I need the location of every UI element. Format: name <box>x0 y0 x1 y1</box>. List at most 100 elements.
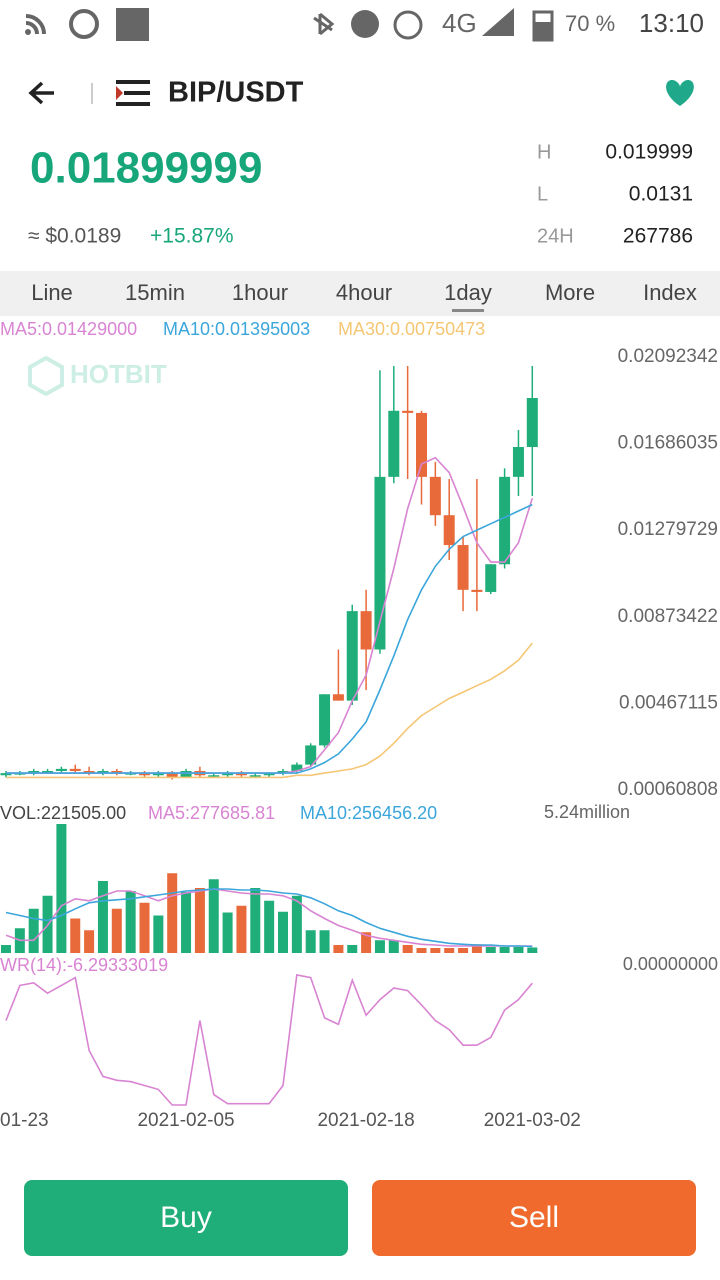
tabs: Line 15min 1hour 4hour 1day More Index <box>31 280 697 312</box>
volume-bar <box>319 930 330 953</box>
buy-label[interactable]: Buy <box>160 1201 212 1234</box>
price-tick-label: 0.01279729 <box>618 519 718 540</box>
volume-bar <box>416 948 427 953</box>
volume-bar <box>167 873 178 953</box>
x-tick-label: 2021-03-02 <box>484 1110 581 1131</box>
volume-ma-line <box>5 888 533 947</box>
volume-bar <box>471 944 482 953</box>
volume-ma-line <box>5 888 533 948</box>
candle-body <box>277 770 289 774</box>
volume-bar <box>444 948 455 953</box>
sell-label[interactable]: Sell <box>509 1201 559 1234</box>
stat-label: H <box>537 141 551 163</box>
candle-body <box>332 694 344 701</box>
volume-bar <box>56 824 67 953</box>
candle-body <box>180 770 192 778</box>
volume-bar <box>28 908 39 953</box>
candle-body <box>388 410 400 477</box>
volume-bar <box>527 947 538 953</box>
watermark: HOTBIT <box>70 359 167 389</box>
tab[interactable]: Index <box>643 280 697 305</box>
tab[interactable]: 1hour <box>232 280 288 305</box>
volume-bar <box>222 912 233 953</box>
buy-button[interactable] <box>24 1180 348 1256</box>
volume-bar <box>305 930 316 953</box>
candle-body <box>97 770 109 774</box>
battery: 70 % <box>565 11 615 36</box>
stat-label: L <box>537 183 548 205</box>
volume-bar <box>153 915 164 953</box>
volume-bar <box>458 948 469 953</box>
candle-body <box>346 611 358 701</box>
candle-body <box>305 745 317 765</box>
volume-bar <box>181 892 192 953</box>
x-tick-label: 01-23 <box>0 1110 49 1131</box>
favorite-button[interactable] <box>666 80 694 106</box>
candle-body <box>0 773 12 776</box>
clock: 13:10 <box>639 8 704 38</box>
candle-body <box>83 770 95 774</box>
price-tick-label: 0.00060808 <box>618 779 718 800</box>
volume-ma-legend: MA5:277685.81 <box>148 803 275 823</box>
volume-bar <box>264 900 275 953</box>
candle-body <box>499 476 511 565</box>
stat-value: 0.0131 <box>629 183 693 206</box>
volume-bar <box>70 918 81 953</box>
sell-button[interactable] <box>372 1180 696 1256</box>
volume-bar <box>333 945 344 953</box>
tab[interactable]: 4hour <box>336 280 392 305</box>
candle-body <box>235 773 247 776</box>
price-tick-label: 0.01686035 <box>618 433 718 454</box>
stat-value: 267786 <box>623 225 693 248</box>
candle-body <box>291 764 303 771</box>
candle-body <box>166 773 178 778</box>
volume-tick-label: 0.00000000 <box>623 954 718 974</box>
candle-body <box>457 545 469 590</box>
price-change: +15.87% <box>150 225 234 248</box>
volume-ma-legend: MA10:256456.20 <box>300 803 437 823</box>
volume-tick-label: 5.24million <box>544 802 630 822</box>
volume-bar <box>361 932 372 953</box>
candle-body <box>249 775 261 777</box>
candle-body <box>111 770 123 774</box>
tab[interactable]: Line <box>31 280 73 305</box>
volume-bar <box>250 888 261 953</box>
candle-body <box>152 773 164 776</box>
status-icons <box>25 8 554 42</box>
volume-bar <box>499 947 510 953</box>
price-tick-label: 0.00467115 <box>619 692 718 713</box>
candle-body <box>222 773 234 776</box>
x-tick-label: 2021-02-05 <box>137 1110 234 1131</box>
candle-body <box>69 768 81 771</box>
volume-bar <box>430 948 441 953</box>
x-tick-label: 2021-02-18 <box>317 1110 414 1131</box>
pair-title: BIP/USDT <box>168 77 304 109</box>
candle-body <box>443 515 455 546</box>
tab[interactable]: 1day <box>444 280 492 305</box>
candle-body <box>402 410 414 413</box>
volume-bar <box>347 945 358 953</box>
usd-price: ≈ $0.0189 <box>28 225 121 248</box>
volume-bar <box>388 940 399 953</box>
candle-body <box>42 770 54 773</box>
volume-bar <box>291 895 302 953</box>
menu-icon[interactable] <box>116 80 150 106</box>
ma-legend: MA10:0.01395003 <box>163 319 310 339</box>
volume-bar <box>97 881 108 953</box>
back-button[interactable] <box>28 81 54 105</box>
candle-body <box>319 694 331 746</box>
network: 4G <box>442 8 477 38</box>
tab-indicator <box>452 309 484 312</box>
volume-bar <box>111 908 122 953</box>
tab[interactable]: 15min <box>125 280 185 305</box>
last-price: 0.01899999 <box>30 144 262 193</box>
tab[interactable]: More <box>545 280 595 305</box>
volume-bar <box>278 911 288 953</box>
volume-bar <box>374 940 385 953</box>
price-tick-label: 0.00873422 <box>618 606 718 627</box>
candle-body <box>360 611 372 650</box>
candle-body <box>374 476 386 650</box>
volume-bar <box>208 879 219 953</box>
